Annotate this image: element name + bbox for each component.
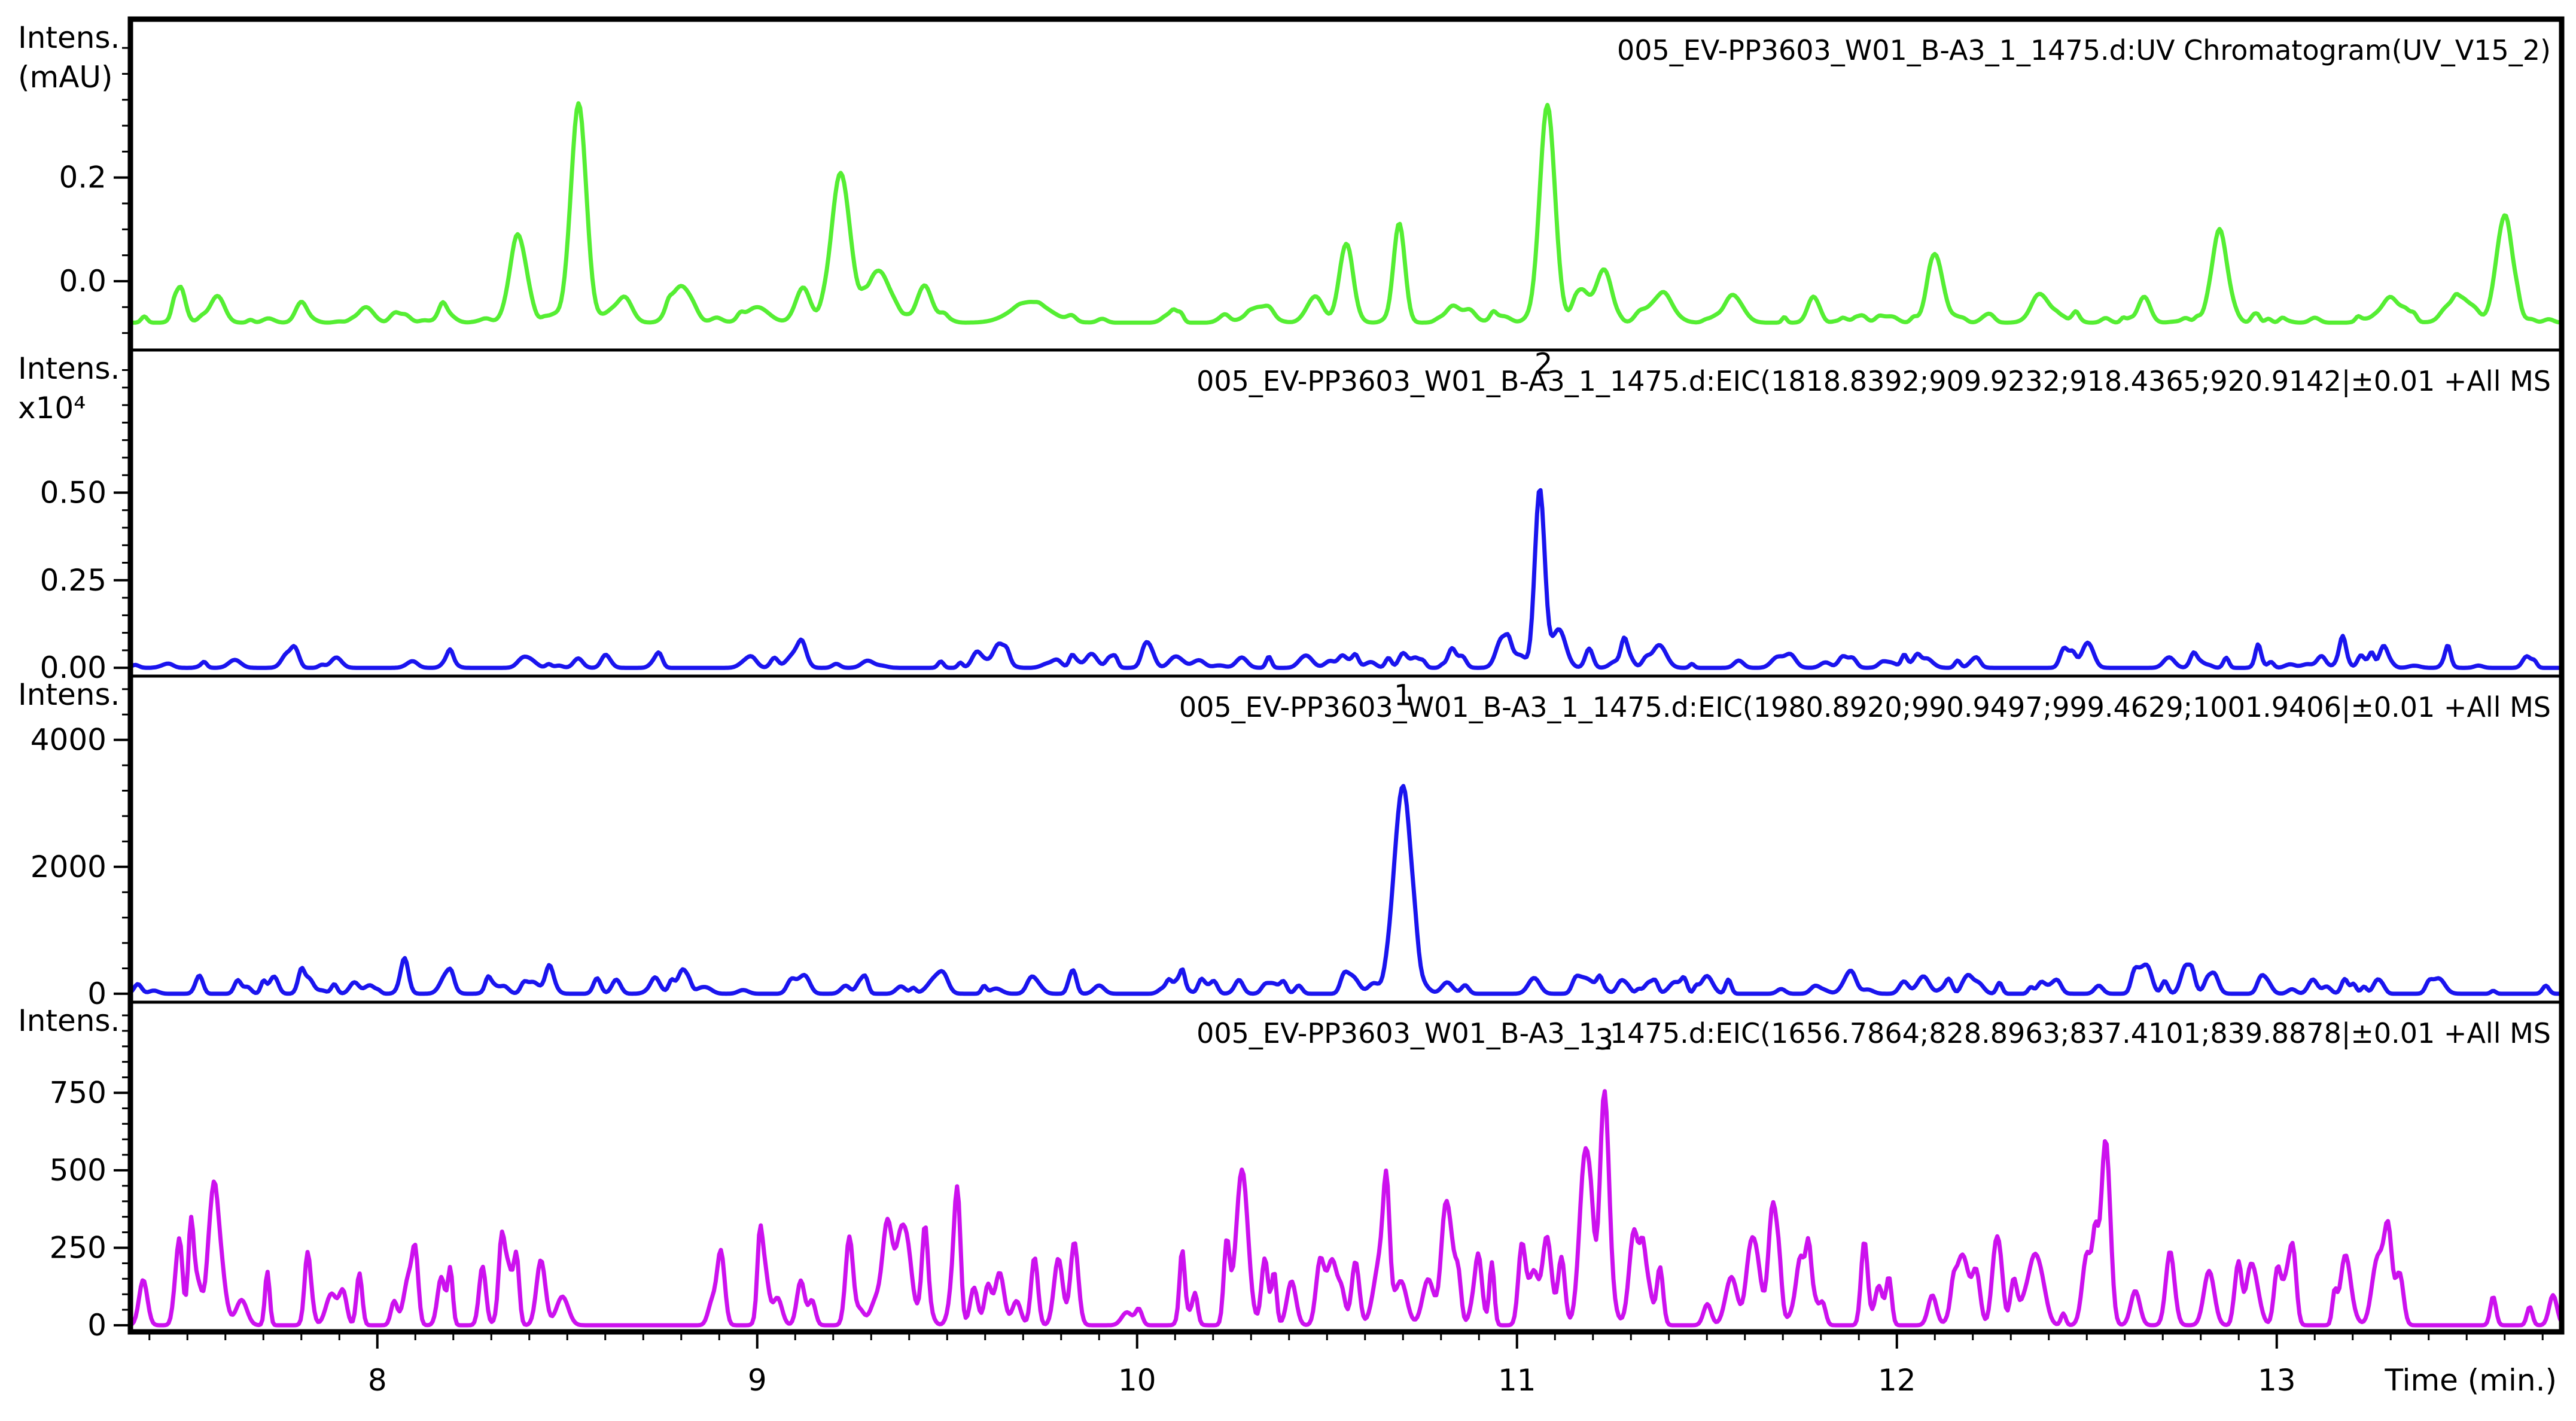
- y-tick-label: 2000: [31, 850, 106, 884]
- y-tick-label: 4000: [31, 723, 106, 757]
- x-tick-label: 10: [1118, 1363, 1156, 1398]
- panel-title: 005_EV-PP3603_W01_B-A3_1_1475.d:EIC(1980…: [1179, 691, 2551, 724]
- peak-label: 1: [1394, 678, 1412, 712]
- y-axis-label: Intens.: [18, 351, 120, 386]
- y-tick-label: 0.0: [59, 264, 106, 299]
- x-tick-label: 13: [2258, 1363, 2296, 1398]
- x-tick-label: 9: [748, 1363, 767, 1398]
- y-axis-label: Intens.: [18, 677, 120, 712]
- peak-label: 2: [1534, 347, 1553, 381]
- series-line-eic-1656: [129, 1089, 2564, 1328]
- y-tick-label: 0.25: [40, 563, 106, 598]
- y-tick-label: 0.00: [40, 650, 106, 685]
- y-tick-label: 0: [87, 976, 106, 1011]
- series-line-eic-1818: [129, 488, 2562, 670]
- y-tick-label: 0: [87, 1308, 106, 1343]
- panel-title: 005_EV-PP3603_W01_B-A3_1_1475.d:EIC(1656…: [1196, 1017, 2551, 1050]
- x-axis-label: Time (min.): [2385, 1363, 2557, 1398]
- plot-frame: [127, 16, 2565, 1335]
- series-line-eic-1980: [129, 784, 2562, 996]
- panel-title: 005_EV-PP3603_W01_B-A3_1_1475.d:UV Chrom…: [1617, 34, 2551, 66]
- x-tick-label: 8: [368, 1363, 387, 1398]
- y-axis-label: (mAU): [18, 60, 113, 95]
- y-tick-label: 750: [50, 1076, 106, 1110]
- series-line-uv: [130, 101, 2562, 325]
- x-tick-label: 12: [1878, 1363, 1916, 1398]
- panel-eic-1656: 005_EV-PP3603_W01_B-A3_1_1475.d:EIC(1656…: [18, 1000, 2564, 1343]
- peak-label: 3: [1595, 1023, 1614, 1057]
- y-tick-label: 0.50: [40, 475, 106, 510]
- x-tick-label: 11: [1498, 1363, 1536, 1398]
- panel-eic-1980: 005_EV-PP3603_W01_B-A3_1_1475.d:EIC(1980…: [18, 674, 2562, 1011]
- y-axis-label: x10⁴: [18, 391, 86, 425]
- y-axis-label: Intens.: [18, 1003, 120, 1038]
- panel-title: 005_EV-PP3603_W01_B-A3_1_1475.d:EIC(1818…: [1196, 365, 2551, 398]
- y-tick-label: 500: [50, 1153, 106, 1188]
- panel-uv: 005_EV-PP3603_W01_B-A3_1_1475.d:UV Chrom…: [18, 20, 2562, 334]
- panel-eic-1818: 005_EV-PP3603_W01_B-A3_1_1475.d:EIC(1818…: [18, 347, 2562, 685]
- y-tick-label: 0.2: [59, 160, 106, 195]
- y-tick-label: 250: [50, 1230, 106, 1265]
- y-axis-label: Intens.: [18, 20, 120, 55]
